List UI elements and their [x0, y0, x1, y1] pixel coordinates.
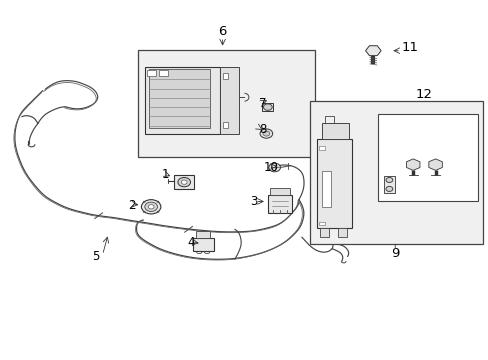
Bar [270, 188, 289, 195]
Text: 3: 3 [250, 195, 257, 208]
Circle shape [385, 177, 392, 183]
Bar [262, 103, 273, 111]
Text: 4: 4 [187, 236, 194, 249]
Bar [159, 70, 168, 76]
Bar [322, 123, 348, 139]
Bar [220, 67, 238, 134]
Bar [322, 171, 330, 207]
Bar [196, 231, 209, 238]
Bar [193, 238, 213, 251]
Text: 6: 6 [218, 25, 226, 38]
Bar [319, 228, 328, 237]
Circle shape [268, 163, 280, 172]
Text: 5: 5 [92, 250, 100, 263]
Circle shape [144, 202, 157, 211]
Bar [377, 114, 477, 202]
Text: 1: 1 [162, 168, 169, 181]
Circle shape [263, 104, 272, 111]
Bar [174, 175, 194, 189]
Text: 7: 7 [259, 97, 266, 110]
Circle shape [263, 131, 269, 136]
Text: 12: 12 [415, 88, 432, 101]
Bar [148, 69, 210, 128]
Bar [319, 222, 325, 225]
Bar [319, 146, 325, 150]
Bar [267, 195, 291, 213]
Text: 8: 8 [259, 123, 266, 136]
Circle shape [141, 200, 161, 214]
Bar [147, 70, 156, 76]
Text: 11: 11 [401, 41, 417, 54]
Text: 10: 10 [263, 161, 278, 174]
Bar [144, 67, 220, 134]
Bar [222, 122, 228, 128]
Bar [317, 139, 352, 228]
Bar [309, 102, 482, 244]
Circle shape [148, 204, 154, 209]
Circle shape [385, 186, 392, 192]
Bar [383, 176, 394, 193]
Bar [137, 50, 314, 157]
Text: 2: 2 [128, 198, 135, 212]
Text: 9: 9 [390, 247, 399, 260]
Bar [337, 228, 346, 237]
Circle shape [260, 129, 272, 138]
Bar [222, 73, 228, 79]
Circle shape [178, 177, 190, 187]
Circle shape [181, 180, 187, 184]
